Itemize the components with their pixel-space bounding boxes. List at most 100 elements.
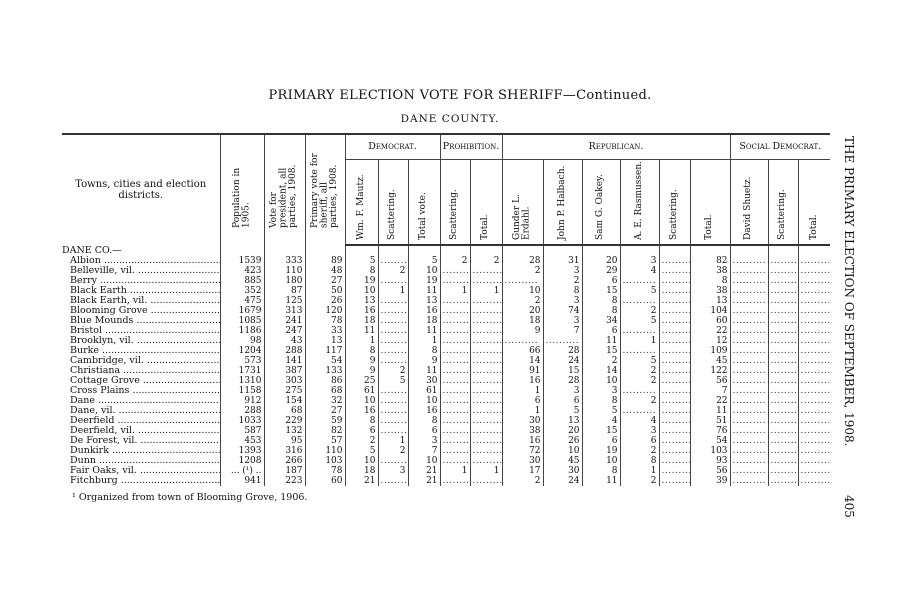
cell: ..........	[797, 316, 831, 326]
cell: 333	[263, 256, 305, 266]
cell: 8	[581, 396, 621, 406]
cell: 141	[263, 356, 305, 366]
cell: 22	[689, 326, 731, 336]
cell: ..........	[767, 296, 799, 306]
cell: 2	[377, 366, 408, 376]
cell: 2	[501, 476, 544, 486]
cell: 16	[344, 406, 378, 416]
cell: 18	[501, 316, 544, 326]
cell: 1085	[219, 316, 264, 326]
cell: ..........	[729, 446, 769, 456]
cell: ..........	[658, 276, 691, 286]
cell: 17	[501, 466, 544, 476]
header-pro-col-0: Scattering.	[439, 159, 471, 246]
cell: ..........	[439, 366, 471, 376]
cell: 8	[407, 346, 441, 356]
cell: ..........	[767, 326, 799, 336]
table-row: Dunn ...................................…	[62, 456, 831, 466]
cell: 11	[689, 406, 731, 416]
cell: 5	[619, 286, 660, 296]
table-row: Dunkirk ................................…	[62, 446, 831, 456]
cell: 1204	[219, 346, 264, 356]
cell: 98	[219, 336, 264, 346]
cell: ... (¹) ..	[219, 466, 264, 476]
cell: ..........	[797, 366, 831, 376]
cell: ..........	[658, 476, 691, 486]
cell: ..........	[658, 336, 691, 346]
cell: 5	[619, 316, 660, 326]
header-primary-vote: Primary vote for sheriff, all parties, 1…	[304, 134, 345, 245]
cell: 45	[689, 356, 731, 366]
cell: 313	[263, 306, 305, 316]
cell: 1	[377, 286, 408, 296]
cell: 10	[581, 456, 621, 466]
cell: ..........	[658, 296, 691, 306]
cell: 1310	[219, 376, 264, 386]
cell: 28	[542, 376, 583, 386]
table-row: Belleville, vil. .......................…	[62, 266, 831, 276]
cell: ..........	[729, 456, 769, 466]
cell: 45	[542, 456, 583, 466]
cell: 60	[304, 476, 345, 486]
cell: 15	[581, 346, 621, 356]
table-row: Bristol ................................…	[62, 326, 831, 336]
cell: 1	[619, 336, 660, 346]
cell: 1208	[219, 456, 264, 466]
cell: 38	[501, 426, 544, 436]
cell: 2	[501, 266, 544, 276]
cell: 5	[407, 256, 441, 266]
cell: ..........	[797, 406, 831, 416]
cell: 13	[344, 296, 378, 306]
cell: ..........	[767, 446, 799, 456]
cell: 1	[501, 386, 544, 396]
cell: 2	[377, 446, 408, 456]
header-dem-col-0: Wm. F. Mautz.	[344, 159, 378, 246]
cell: 9	[501, 326, 544, 336]
district-name: Blooming Grove .........................…	[70, 306, 220, 316]
cell: 16	[501, 376, 544, 386]
cell: 3	[619, 256, 660, 266]
cell: ..........	[658, 436, 691, 446]
cell: ..........	[619, 326, 660, 336]
cell: ..........	[797, 416, 831, 426]
cell: 16	[501, 436, 544, 446]
cell: 2	[619, 306, 660, 316]
cell: 93	[689, 456, 731, 466]
cell: ..........	[729, 256, 769, 266]
cell: 6	[501, 396, 544, 406]
cell: ..........	[439, 416, 471, 426]
cell: ..........	[729, 386, 769, 396]
cell: 103	[689, 446, 731, 456]
cell: 5	[344, 256, 378, 266]
cell: 54	[304, 356, 345, 366]
cell: ..........	[439, 376, 471, 386]
cell: 9	[344, 366, 378, 376]
table-row: Albion .................................…	[62, 256, 831, 266]
cell: ..........	[501, 336, 544, 346]
district-name: Cambridge, vil. ........................…	[70, 356, 220, 366]
table-row: Deerfield, vil. ........................…	[62, 426, 831, 436]
cell: 13	[304, 336, 345, 346]
cell: ..........	[658, 446, 691, 456]
table-row: Black Earth, vil. ......................…	[62, 296, 831, 306]
cell: 1	[377, 436, 408, 446]
cell: 3	[377, 466, 408, 476]
cell: 1	[407, 336, 441, 346]
cell: 91	[501, 366, 544, 376]
cell: ..........	[439, 306, 471, 316]
running-head: THE PRIMARY ELECTION OF SEPTEMBER, 1908.	[842, 136, 856, 447]
header-rep-col-2: Sam G. Oakey.	[581, 159, 621, 246]
cell: 30	[407, 376, 441, 386]
district-name: Deerfield ..............................…	[70, 416, 220, 426]
cell: ..........	[767, 266, 799, 276]
district-name: Cottage Grove ..........................…	[70, 376, 220, 386]
cell: 303	[263, 376, 305, 386]
cell: 288	[219, 406, 264, 416]
cell: ..........	[797, 476, 831, 486]
cell: 76	[689, 426, 731, 436]
cell: 26	[542, 436, 583, 446]
cell: 3	[542, 386, 583, 396]
cell: 18	[344, 316, 378, 326]
cell: ..........	[469, 416, 503, 426]
table-row: Deerfield ..............................…	[62, 416, 831, 426]
